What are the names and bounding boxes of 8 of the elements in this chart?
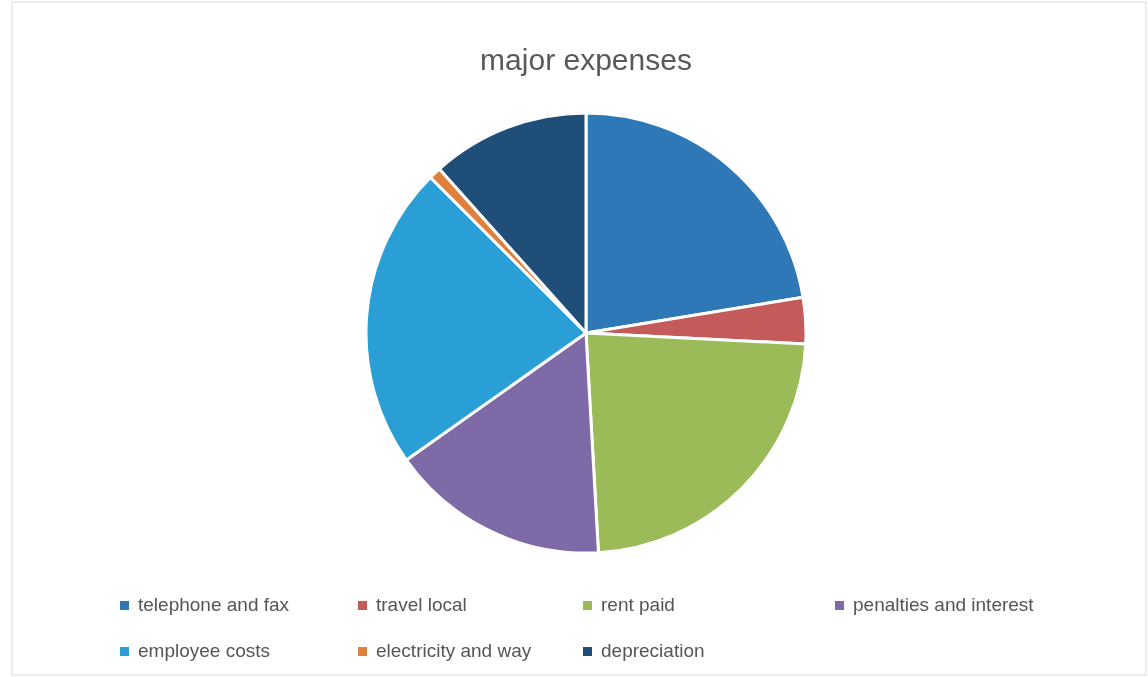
legend-label: electricity and way	[376, 640, 532, 661]
legend-label: employee costs	[138, 640, 271, 661]
legend-label: travel local	[376, 594, 467, 615]
chart-title: major expenses	[480, 43, 692, 76]
legend-label: penalties and interest	[853, 594, 1035, 615]
legend-label: telephone and fax	[138, 594, 290, 615]
legend-label: rent paid	[601, 594, 675, 615]
legend-label: depreciation	[601, 640, 705, 661]
